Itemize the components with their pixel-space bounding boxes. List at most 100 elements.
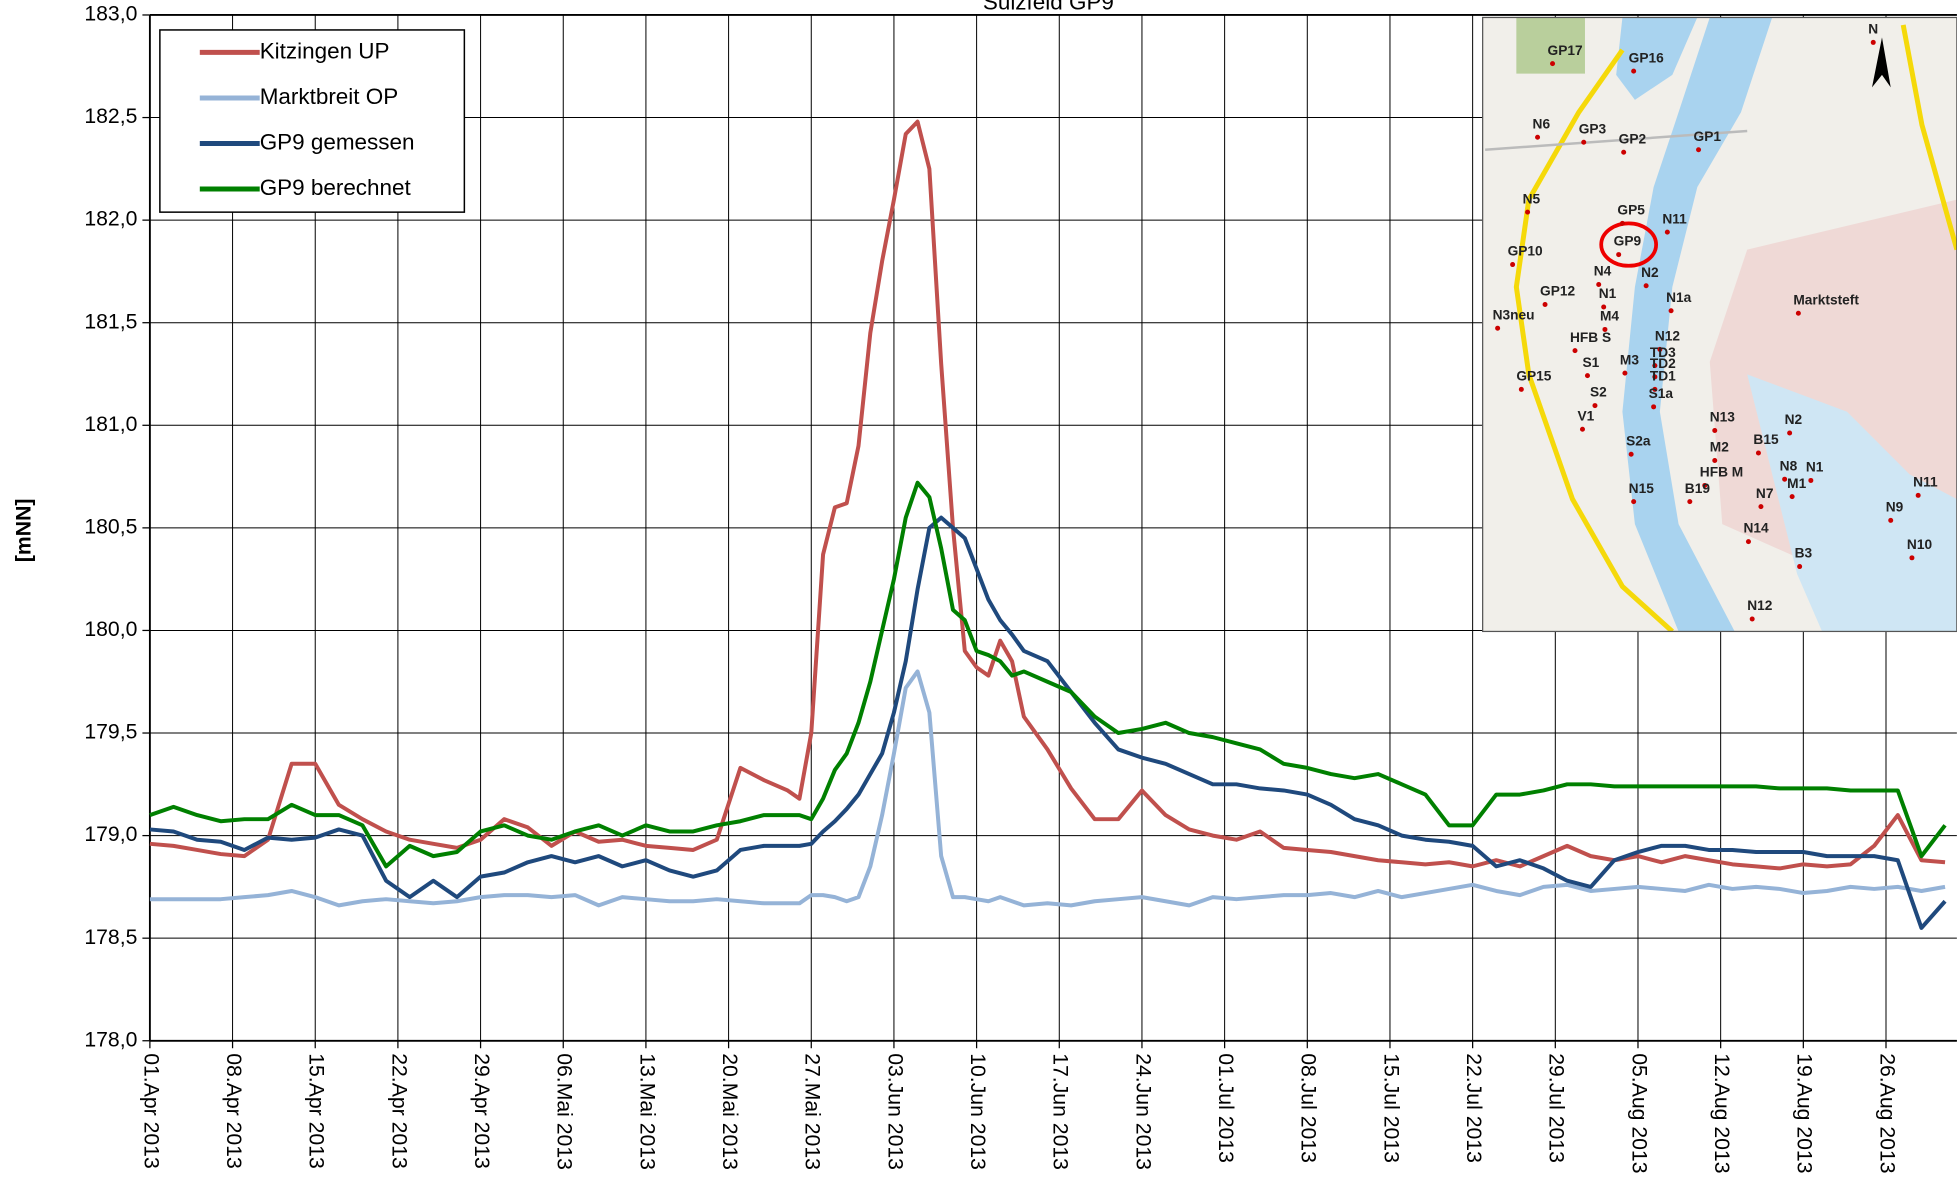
map-label: B19	[1685, 481, 1711, 496]
x-tick-label: 17.Jun 2013	[1049, 1053, 1072, 1170]
map-label: N2	[1641, 265, 1659, 280]
map-label: S2a	[1626, 433, 1651, 448]
chart-title: Sulzfeld GP9	[983, 0, 1114, 15]
map-label: N7	[1756, 486, 1774, 501]
map-point	[1580, 427, 1585, 432]
map-label: GP16	[1629, 50, 1664, 65]
map-label: GP2	[1619, 131, 1647, 146]
map-point	[1651, 404, 1656, 409]
legend-label: GP9 berechnet	[260, 175, 412, 200]
y-tick-label: 181,5	[84, 310, 137, 333]
map-label: N12	[1747, 598, 1773, 613]
map-label: N14	[1743, 521, 1769, 536]
map-point	[1909, 555, 1914, 560]
map-point	[1525, 210, 1530, 215]
map-label: N1	[1806, 460, 1824, 475]
map-label: N12	[1655, 329, 1681, 344]
x-tick-label: 15.Apr 2013	[305, 1053, 328, 1169]
map-label: N15	[1629, 481, 1655, 496]
map-label: V1	[1577, 408, 1594, 423]
map-label: N2	[1785, 412, 1803, 427]
map-label: N	[1868, 22, 1878, 37]
map-label: S2	[1590, 385, 1607, 400]
map-point	[1790, 494, 1795, 499]
page: {"chart_data":{"type":"line","title":"Su…	[0, 0, 1957, 1193]
map-point	[1620, 221, 1625, 226]
x-tick-label: 01.Apr 2013	[139, 1053, 162, 1169]
x-tick-label: 27.Mai 2013	[801, 1053, 824, 1170]
x-tick-label: 10.Jun 2013	[966, 1053, 989, 1170]
x-tick-label: 13.Mai 2013	[635, 1053, 658, 1170]
map-point	[1797, 564, 1802, 569]
map-label: N1a	[1666, 290, 1692, 305]
legend-label: Marktbreit OP	[260, 84, 398, 109]
y-tick-label: 182,5	[84, 105, 137, 128]
map-point	[1622, 371, 1627, 376]
x-tick-label: 12.Aug 2013	[1710, 1053, 1733, 1173]
map-label: N6	[1533, 116, 1551, 131]
map-label: HFB S	[1570, 330, 1611, 345]
map-point	[1712, 428, 1717, 433]
map-label: Marktsteft	[1793, 292, 1859, 307]
map-label: B15	[1753, 432, 1779, 447]
map-point	[1543, 302, 1548, 307]
map-point	[1665, 230, 1670, 235]
map-point	[1871, 40, 1876, 45]
x-tick-label: 01.Jul 2013	[1214, 1053, 1237, 1163]
map-point	[1787, 431, 1792, 436]
map-point	[1519, 387, 1524, 392]
map-point	[1756, 450, 1761, 455]
y-tick-label: 180,0	[84, 618, 137, 641]
map-label: N3neu	[1493, 307, 1535, 322]
map-label: GP17	[1548, 43, 1583, 58]
chart: Sulzfeld GP9 [mNN] 178,0178,5179,0179,51…	[0, 0, 1957, 1193]
map-point	[1581, 140, 1586, 145]
map-point	[1696, 147, 1701, 152]
map-point	[1888, 518, 1893, 523]
map-label: N8	[1780, 458, 1798, 473]
y-tick-label: 178,0	[84, 1028, 137, 1051]
map-point	[1796, 311, 1801, 316]
map-label: M4	[1600, 309, 1619, 324]
map-point	[1750, 616, 1755, 621]
x-tick-label: 29.Jul 2013	[1545, 1053, 1568, 1163]
y-tick-label: 178,5	[84, 926, 137, 949]
x-tick-label: 26.Aug 2013	[1875, 1053, 1898, 1173]
map-label: B3	[1795, 546, 1813, 561]
map-point	[1631, 499, 1636, 504]
legend-label: GP9 gemessen	[260, 129, 415, 154]
map-label: HFB M	[1700, 465, 1743, 480]
map-label: GP12	[1540, 284, 1575, 299]
map-label: M2	[1710, 440, 1729, 455]
map-label: N9	[1886, 500, 1904, 515]
map-point	[1712, 458, 1717, 463]
map-label: M1	[1787, 476, 1806, 491]
y-tick-label: 180,5	[84, 515, 137, 538]
x-tick-label: 06.Mai 2013	[553, 1053, 576, 1170]
map-point	[1585, 373, 1590, 378]
x-tick-label: 22.Apr 2013	[387, 1053, 410, 1169]
x-tick-label: 03.Jun 2013	[883, 1053, 906, 1170]
map-point	[1687, 499, 1692, 504]
legend: Kitzingen UP Marktbreit OP GP9 gemessen GP9…	[160, 30, 464, 212]
y-tick-label: 179,5	[84, 721, 137, 744]
map-point	[1916, 493, 1921, 498]
map-label: N1	[1599, 286, 1617, 301]
map-point	[1592, 403, 1597, 408]
map-label: N11	[1913, 475, 1938, 490]
map-point	[1669, 308, 1674, 313]
x-tick-label: 08.Apr 2013	[222, 1053, 245, 1169]
map-label: N4	[1594, 264, 1612, 279]
map-label: S1a	[1649, 386, 1674, 401]
x-tick-label: 29.Apr 2013	[470, 1053, 493, 1169]
map-label: N11	[1662, 211, 1687, 226]
map-point	[1616, 252, 1621, 257]
map-point	[1758, 504, 1763, 509]
map-label: TD1	[1650, 368, 1676, 383]
y-tick-label: 182,0	[84, 208, 137, 231]
map-point	[1746, 539, 1751, 544]
legend-label: Kitzingen UP	[260, 38, 390, 63]
map-label: GP9	[1614, 234, 1642, 249]
x-tick-label: 05.Aug 2013	[1627, 1053, 1650, 1173]
